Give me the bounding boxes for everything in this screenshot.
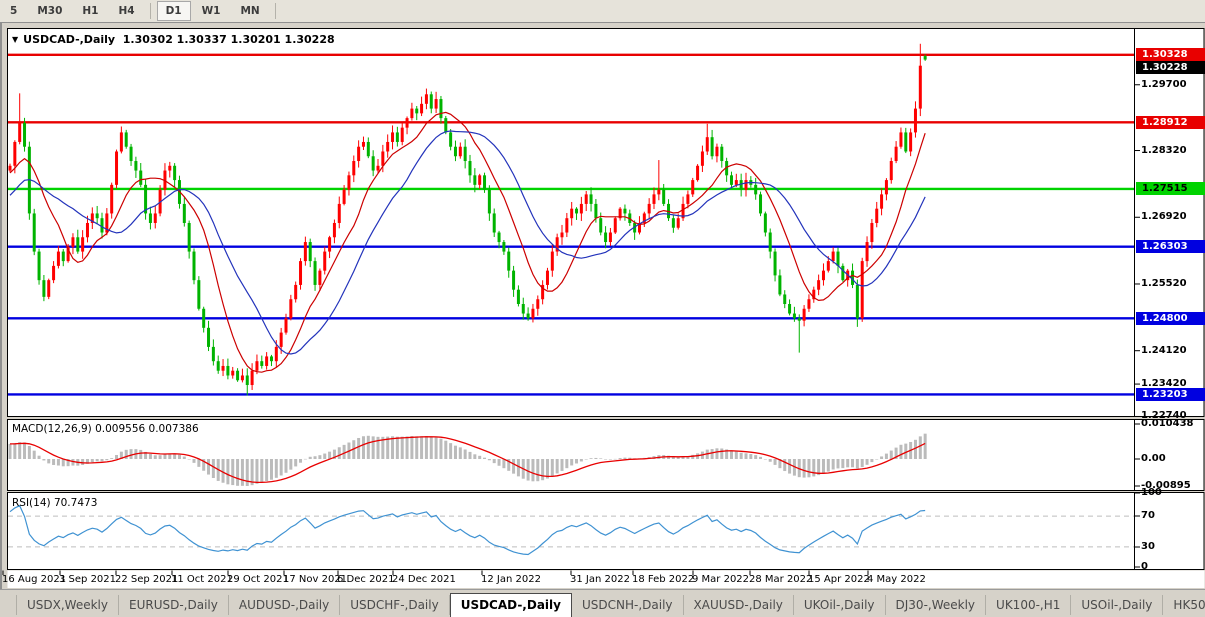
timeframe-button-h1[interactable]: H1 xyxy=(82,5,99,17)
rsi-axis-tick: 70 xyxy=(1141,510,1155,521)
chart-symbol-label: USDCAD-,Daily xyxy=(23,33,116,46)
date-axis-label: 11 Oct 2021 xyxy=(171,574,233,585)
window-left-edge xyxy=(0,22,2,589)
date-axis-label: 4 May 2022 xyxy=(867,574,926,585)
price-axis-tick: 1.23420 xyxy=(1141,378,1187,390)
chart-tab-ukoil-daily[interactable]: UKOil-,Daily xyxy=(794,595,886,615)
date-axis-label: 17 Nov 2021 xyxy=(283,574,348,585)
price-line-tag: 1.26303 xyxy=(1136,240,1205,254)
price-line-tag: 1.28912 xyxy=(1136,115,1205,129)
chart-tab-dj30-weekly[interactable]: DJ30-,Weekly xyxy=(886,595,987,615)
date-axis-label: 22 Sep 2021 xyxy=(115,574,179,585)
price-axis-tick: 1.22740 xyxy=(1141,410,1187,422)
toolbar-separator xyxy=(274,3,276,19)
price-line-tag: 1.30328 xyxy=(1136,48,1205,62)
chart-tab-eurusd-daily[interactable]: EURUSD-,Daily xyxy=(119,595,229,615)
chart-tab-usdcad-daily[interactable]: USDCAD-,Daily xyxy=(449,593,572,617)
date-axis-label: 6 Dec 2021 xyxy=(337,574,395,585)
chart-tab-xauusd-daily[interactable]: XAUUSD-,Daily xyxy=(684,595,794,615)
timeframe-toolbar: 5 M30 H1 H4 D1 W1 MN xyxy=(0,0,1205,23)
rsi-axis-tick: 100 xyxy=(1141,487,1162,498)
price-line-tag: 1.24800 xyxy=(1136,311,1205,325)
chart-tab-audusd-daily[interactable]: AUDUSD-,Daily xyxy=(229,595,341,615)
price-axis-tick: 1.28320 xyxy=(1141,144,1187,156)
chart-tab-usdx-weekly[interactable]: USDX,Weekly xyxy=(16,595,119,615)
current-price-tag: 1.30228 xyxy=(1136,60,1205,74)
timeframe-button-h4[interactable]: H4 xyxy=(118,5,135,17)
date-axis-label: 9 Mar 2022 xyxy=(692,574,750,585)
panel-divider[interactable] xyxy=(7,417,1135,420)
timeframe-button-mn[interactable]: MN xyxy=(240,5,260,17)
price-line-tag: 1.27515 xyxy=(1136,182,1205,196)
macd-label: MACD(12,26,9) 0.009556 0.007386 xyxy=(12,423,199,435)
price-axis-tick: 1.24120 xyxy=(1141,344,1187,356)
toolbar-separator xyxy=(149,3,151,19)
date-axis-label: 12 Jan 2022 xyxy=(481,574,541,585)
date-axis-label: 16 Aug 2021 xyxy=(2,574,67,585)
macd-axis-tick: 0.010438 xyxy=(1141,418,1194,429)
rsi-axis-tick: 0 xyxy=(1141,561,1148,572)
price-axis-tick: 1.29700 xyxy=(1141,78,1187,90)
rsi-label: RSI(14) 70.7473 xyxy=(12,497,98,509)
timeframe-button-d1[interactable]: D1 xyxy=(156,1,191,21)
date-axis-label: 24 Dec 2021 xyxy=(392,574,456,585)
date-axis-label: 18 Feb 2022 xyxy=(632,574,695,585)
date-axis-label: 28 Mar 2022 xyxy=(749,574,813,585)
chart-tab-usoil-daily[interactable]: USOil-,Daily xyxy=(1071,595,1164,615)
date-axis-label: 31 Jan 2022 xyxy=(570,574,630,585)
rsi-axis-tick: 30 xyxy=(1141,541,1155,552)
timeframe-button-w1[interactable]: W1 xyxy=(201,5,221,17)
chart-dropdown-icon[interactable]: ▼ xyxy=(12,35,19,44)
panel-divider[interactable] xyxy=(7,491,1135,493)
chart-tab-hk50-i[interactable]: HK50-,I xyxy=(1163,595,1205,615)
price-axis-tick: 1.26920 xyxy=(1141,211,1187,223)
date-axis-label: 3 Sep 2021 xyxy=(59,574,117,585)
price-axis-tick: 1.25520 xyxy=(1141,277,1187,289)
timeframe-button-5[interactable]: 5 xyxy=(10,5,18,17)
macd-axis-tick: 0.00 xyxy=(1141,453,1166,464)
price-line-tag: 1.23203 xyxy=(1136,387,1205,401)
chart-ohlc-readout: 1.30302 1.30337 1.30201 1.30228 xyxy=(122,33,335,46)
chart-tab-usdcnh-daily[interactable]: USDCNH-,Daily xyxy=(572,595,684,615)
date-axis-label: 15 Apr 2022 xyxy=(808,574,870,585)
chart-title: ▼ USDCAD-,Daily 1.30302 1.30337 1.30201 1… xyxy=(12,33,335,46)
date-axis-label: 29 Oct 2021 xyxy=(227,574,289,585)
macd-axis-tick: -0.00895 xyxy=(1141,480,1191,491)
chart-tab-usdchf-daily[interactable]: USDCHF-,Daily xyxy=(340,595,450,615)
timeframe-button-m30[interactable]: M30 xyxy=(37,5,63,17)
symbol-tab-bar: USDX,Weekly EURUSD-,Daily AUDUSD-,Daily USD… xyxy=(0,589,1205,617)
chart-tab-uk100-h1[interactable]: UK100-,H1 xyxy=(986,595,1072,615)
